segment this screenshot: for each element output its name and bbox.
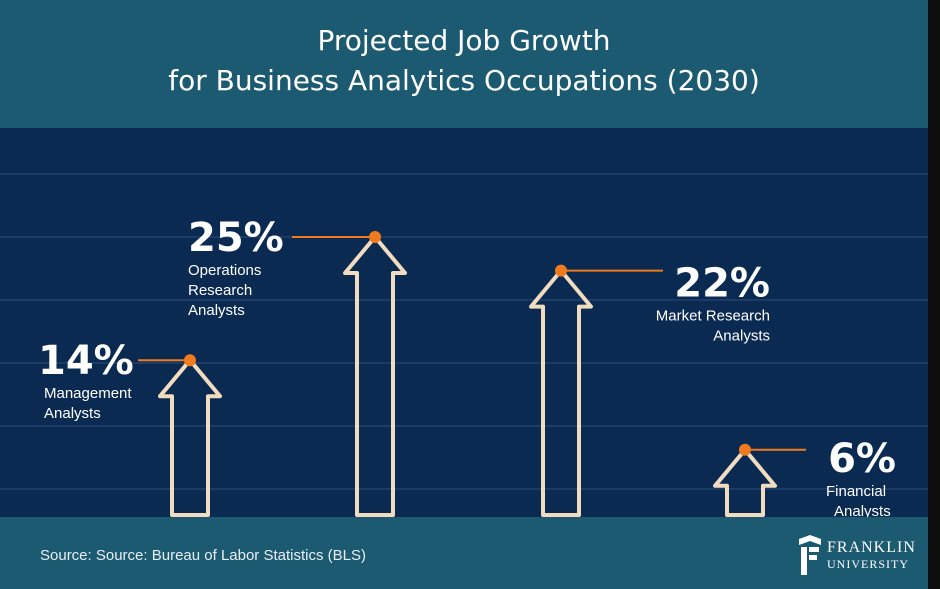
- arrow-bar-2: [343, 235, 407, 517]
- tip-marker-4: [739, 443, 751, 456]
- arrow-bar-chart: 14%Management Analysts 25%Operations Resear…: [0, 173, 928, 517]
- title-band: Projected Job Growth for Business Analyt…: [0, 0, 928, 128]
- category-label-2-line-3: Analysts: [188, 302, 245, 319]
- value-label-4: 6%: [828, 436, 896, 482]
- category-label-1-line-2: Analysts: [44, 405, 101, 422]
- arrow-bar-3: [529, 268, 593, 517]
- footer-band: Source: Source: Bureau of Labor Statisti…: [0, 517, 928, 589]
- tip-marker-2: [369, 231, 381, 243]
- category-label-4-line-1: Financial: [826, 483, 886, 500]
- chart-title-line-1: Projected Job Growth: [317, 24, 611, 57]
- source-note: Source: Source: Bureau of Labor Statisti…: [40, 547, 366, 564]
- logo-mark-icon: [799, 535, 821, 575]
- category-label-1-line-1: Management: [44, 385, 132, 402]
- category-label-3-line-1: Market Research: [656, 308, 770, 325]
- value-label-2: 25%: [188, 215, 284, 261]
- category-label-2-line-2: Research: [188, 282, 252, 299]
- logo-word-university: UNIVERSITY: [827, 557, 909, 571]
- logo-word-franklin: FRANKLIN: [827, 539, 916, 556]
- category-label-3-line-2: Analysts: [713, 328, 770, 345]
- category-label-4-line-2: Analysts: [834, 503, 891, 517]
- category-label-2-line-1: Operations: [188, 262, 261, 279]
- chart-title-line-2: for Business Analytics Occupations (2030…: [168, 64, 760, 97]
- franklin-university-logo: FRANKLIN UNIVERSITY: [797, 533, 922, 577]
- arrow-bar-1: [158, 358, 222, 517]
- plot-area: 14% Management Analysts 25% Operations Resear…: [0, 128, 928, 517]
- tip-marker-1: [184, 354, 196, 367]
- value-label-3: 22%: [674, 261, 770, 307]
- arrow-bar-4: [713, 447, 777, 517]
- value-label-1: 14%: [38, 338, 134, 384]
- tip-marker-3: [555, 264, 567, 277]
